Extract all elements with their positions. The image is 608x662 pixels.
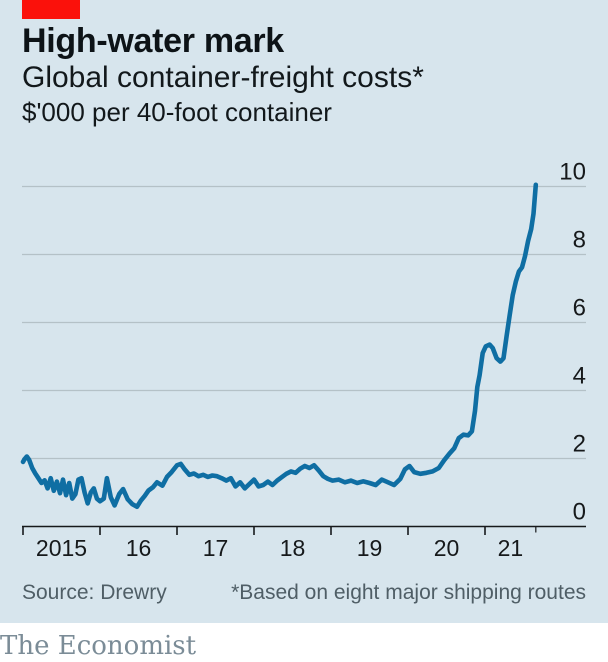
chart-card: High-water mark Global container-freight…: [0, 0, 608, 623]
footnote-label: *Based on eight major shipping routes: [231, 581, 586, 604]
source-row: Source: Drewry *Based on eight major shi…: [22, 580, 586, 606]
x-axis-label: 16: [126, 535, 152, 561]
x-axis-label: 17: [203, 535, 229, 561]
x-axis-label: 2015: [36, 535, 87, 561]
chart-title: High-water mark: [22, 22, 284, 60]
y-axis-label: 6: [573, 295, 586, 322]
source-label: Source: Drewry: [22, 581, 167, 604]
x-axis-label: 20: [434, 535, 460, 561]
chart-subtitle: Global container-freight costs*: [22, 61, 424, 94]
x-axis-label: 19: [357, 535, 383, 561]
y-axis-label: 8: [573, 227, 586, 254]
economist-wordmark: The Economist: [0, 631, 197, 661]
y-axis-label: 4: [573, 363, 586, 390]
chart-unit-label: $'000 per 40-foot container: [22, 97, 332, 127]
y-axis-label: 2: [573, 431, 586, 458]
freight-costs-line-chart: 0 2 4 6 8 10 2015 16 17 18 19 20 21: [20, 159, 586, 561]
y-axis-label: 0: [573, 499, 586, 526]
freight-costs-line: [20, 182, 539, 510]
x-axis-label: 21: [498, 535, 524, 561]
economist-red-tab: [22, 0, 80, 19]
y-axis-label: 10: [559, 159, 586, 186]
x-axis-label: 18: [280, 535, 306, 561]
